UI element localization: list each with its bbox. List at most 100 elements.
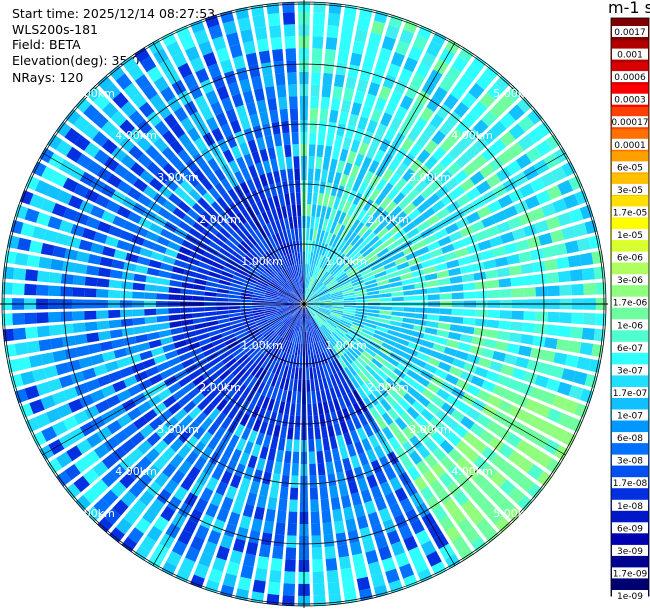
gate [254,315,267,322]
range-label: 4.00km [115,465,157,478]
gate [540,171,556,188]
ray-64 [235,307,304,601]
gate [356,17,371,32]
ray-52 [305,307,433,583]
gate [256,99,268,114]
gate [427,314,440,321]
gate [338,341,348,353]
gate [402,153,416,167]
gate [32,226,47,240]
gate [456,401,471,414]
gate [37,325,50,338]
gate [358,142,369,156]
gate [463,482,480,498]
ray-63 [250,307,304,604]
gate [273,133,283,147]
gate [307,343,311,356]
gate [156,236,170,247]
gate [550,426,567,442]
gate [486,319,500,329]
gate [230,145,242,160]
colorbar-label-bg [612,26,648,37]
gate [394,211,407,223]
gate [386,530,401,545]
gate [196,333,210,341]
gate [330,183,339,197]
gate [43,365,59,379]
colorbar-label: 1.7e-08 [613,479,648,489]
gate [309,463,317,476]
gate [367,309,380,314]
gate [158,329,172,338]
gate [163,113,179,129]
gate [463,362,478,374]
gate [283,24,296,37]
gate [24,208,40,223]
gate [273,461,283,475]
gate [408,46,423,62]
gate [241,258,253,268]
gate [3,328,15,342]
gate [481,215,496,228]
gate [240,296,253,300]
gate [359,7,373,20]
gate [473,455,489,471]
gate [366,119,378,134]
gate [321,272,330,283]
gate [385,201,397,214]
gate [459,334,473,344]
gate [446,481,462,497]
gate [343,292,356,297]
gate [279,486,289,500]
gate [296,204,302,217]
gate [486,279,500,289]
gate [205,503,219,518]
gate [221,270,234,279]
gate [182,275,195,283]
gate [102,350,116,362]
gate [337,224,346,237]
gate [407,127,421,142]
gate [164,178,179,192]
gate [178,352,192,362]
range-label: 1.00km [325,255,367,268]
gate [363,325,376,333]
gate [298,307,303,320]
gate [266,222,275,236]
gate [272,400,281,413]
gate [308,302,320,304]
gate [245,541,259,556]
gate [257,407,266,421]
gate [353,237,365,249]
gate [400,412,414,425]
gate [117,413,132,428]
gate [255,244,265,256]
gate [383,236,396,247]
gate [57,190,73,205]
gate [385,24,400,40]
gate [144,292,157,300]
gate [289,298,301,303]
gate [279,339,287,351]
gate [333,398,341,412]
gate [312,24,325,37]
gate [115,518,133,535]
gate [245,276,257,284]
ray-97 [19,190,301,303]
ray-108 [121,56,302,301]
gate [216,398,228,412]
gate [142,508,158,524]
gate [327,170,335,184]
gate [48,272,62,284]
gate [101,138,118,155]
gate [326,569,339,583]
gate [247,362,258,374]
gate [285,438,293,452]
gate [153,137,168,153]
gate [266,423,275,436]
gate [323,534,335,548]
gate [441,243,455,254]
gate [320,389,327,403]
gate [325,363,333,376]
gate [221,243,234,254]
